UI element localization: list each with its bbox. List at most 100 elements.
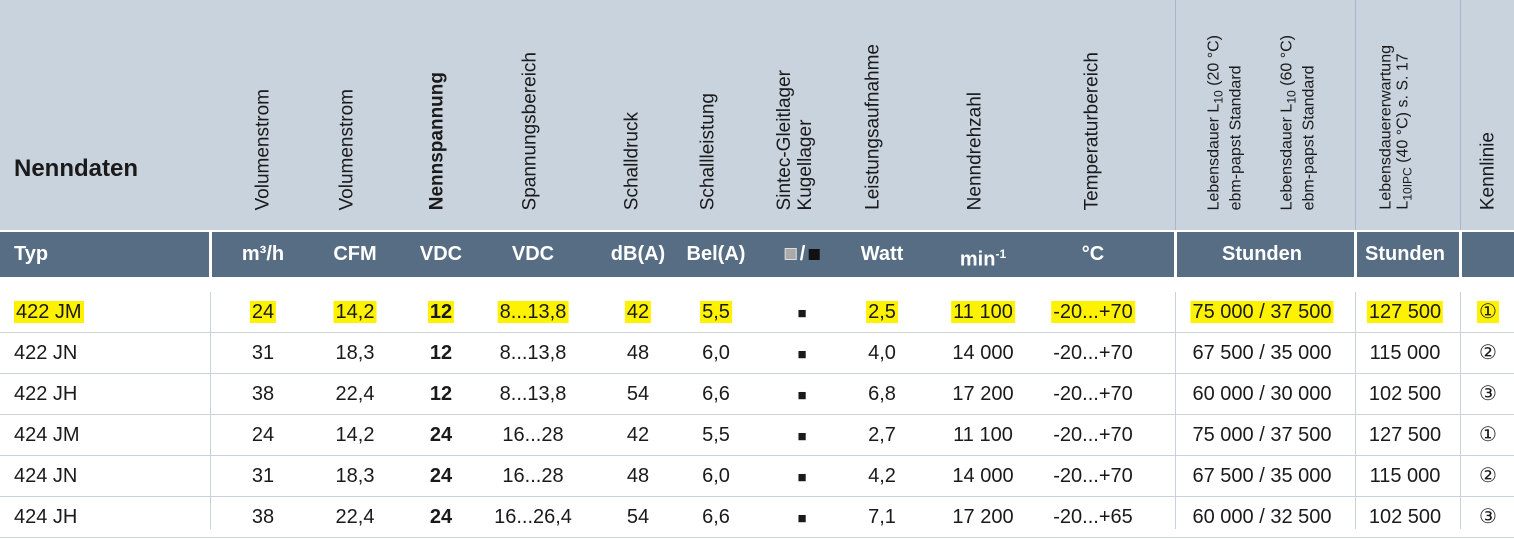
unit-label: VDC (419, 243, 463, 265)
cell-text: ② (1479, 465, 1497, 487)
header-text: (40 °C) s. S. 17 (1394, 53, 1412, 168)
table-cell: ■ (797, 497, 806, 538)
table-cell: 75 000 / 37 500 (1190, 292, 1334, 333)
cell-text: ■ (797, 469, 807, 486)
divider (1355, 292, 1356, 529)
unit-label: Stunden (1222, 243, 1302, 265)
cell-text: 14 000 (952, 465, 1014, 487)
header-band: Nenndaten Volumenstrom Volumenstrom Nennsp… (0, 0, 1514, 230)
subscript: 10 (1284, 89, 1299, 104)
column-header: Lebensdauer L10 (60 °C) ebm-papst Standar… (1278, 35, 1317, 210)
column-header: Volumenstrom (253, 89, 274, 210)
cell-text: 422 JN (14, 342, 78, 364)
cell-text: 8...13,8 (499, 342, 567, 364)
table-cell: 38 (252, 497, 274, 538)
cell-text: 422 JH (14, 383, 78, 405)
column-header: Leistungsaufnahme (863, 44, 884, 210)
cell-text: 7,1 (868, 506, 896, 528)
column-header: Schalldruck (622, 112, 643, 210)
table-cell: 424 JH (14, 497, 77, 538)
cell-text: 6,6 (702, 506, 730, 528)
table-cell: 24 (430, 497, 452, 538)
cell-text: 42 (624, 301, 652, 323)
divider (1460, 292, 1461, 529)
unit-text: min (959, 248, 996, 271)
table-cell: 12 (430, 374, 452, 415)
cell-text: 424 JN (14, 465, 78, 487)
header-line: ebm-papst Standard (1227, 65, 1245, 210)
bearing-icon-sinter (784, 248, 797, 260)
table-cell: 24 (430, 456, 452, 497)
cell-text: -20...+70 (1051, 301, 1135, 323)
table-cell: 17 200 (952, 497, 1013, 538)
superscript: -1 (995, 247, 1007, 261)
unit-label: min-1 (960, 232, 1006, 277)
column-header: Lebensdauer L10 (20 °C) ebm-papst Standar… (1205, 35, 1244, 210)
table-cell: 8...13,8 (500, 374, 567, 415)
cell-text: 54 (626, 383, 650, 405)
cell-text: 24 (429, 465, 453, 487)
divider (1175, 292, 1176, 529)
header-line: Spannungsbereich (519, 51, 541, 210)
table-cell: 6,8 (868, 374, 896, 415)
table-cell: 12 (430, 333, 452, 374)
table-cell: 22,4 (336, 374, 375, 415)
table-cell: 54 (627, 374, 649, 415)
table-cell: ■ (797, 374, 806, 415)
row-line (0, 373, 1514, 374)
cell-text: ① (1477, 301, 1499, 323)
table-cell: 24 (252, 415, 274, 456)
table-cell: 11 100 (951, 292, 1015, 333)
divider (1175, 0, 1176, 230)
table-cell: 5,5 (700, 292, 732, 333)
cell-text: 18,3 (335, 465, 375, 487)
unit-label: m³/h (241, 243, 285, 265)
divider (1459, 232, 1462, 277)
cell-text: ■ (797, 305, 807, 322)
table-cell: 127 500 (1369, 415, 1441, 456)
table-cell: 6,6 (702, 374, 730, 415)
cell-text: 115 000 (1369, 465, 1441, 487)
header-text: Lebensdauer L (1278, 103, 1296, 210)
cell-text: -20...+65 (1053, 506, 1133, 528)
table-cell: 14,2 (336, 415, 375, 456)
section-title: Nenndaten (14, 155, 139, 182)
table-cell: ① (1479, 415, 1497, 456)
table-cell: ② (1479, 333, 1497, 374)
divider (209, 232, 212, 277)
cell-text: 102 500 (1368, 506, 1442, 528)
table-cell: 6,0 (702, 333, 730, 374)
cell-text: 16...26,4 (494, 506, 572, 528)
unit-text: / (799, 243, 806, 265)
cell-text: 6,8 (868, 383, 896, 405)
header-line: Schallleistung (697, 92, 719, 210)
unit-label: Watt (860, 243, 904, 265)
cell-text: 75 000 / 37 500 (1192, 424, 1332, 446)
row-line (0, 455, 1514, 456)
cell-text: 14,2 (335, 424, 375, 446)
table-cell: -20...+70 (1053, 333, 1133, 374)
cell-text: 8...13,8 (499, 383, 567, 405)
cell-text: 5,5 (700, 301, 732, 323)
cell-text: 424 JH (14, 506, 78, 528)
table-cell: 14,2 (333, 292, 377, 333)
table-cell: 422 JM (14, 292, 84, 333)
cell-text: 102 500 (1368, 383, 1442, 405)
table-cell: 422 JH (14, 374, 77, 415)
header-line: L10IPC (40 °C) s. S. 17 (1394, 45, 1416, 210)
table-cell: 6,6 (702, 497, 730, 538)
cell-text: 38 (251, 383, 275, 405)
divider (1354, 232, 1357, 277)
header-line: Volumenstrom (336, 88, 358, 210)
cell-text: 12 (429, 342, 453, 364)
table-cell: -20...+70 (1053, 374, 1133, 415)
cell-text: ③ (1479, 506, 1497, 528)
cell-text: 22,4 (335, 506, 375, 528)
table-cell: ■ (797, 292, 806, 333)
cell-text: 42 (626, 424, 650, 446)
cell-text: 22,4 (335, 383, 375, 405)
cell-text: 6,0 (702, 342, 730, 364)
table-cell: 2,7 (868, 415, 896, 456)
unit-label: VDC (511, 243, 555, 265)
header-text: Lebensdauer L (1205, 103, 1223, 210)
